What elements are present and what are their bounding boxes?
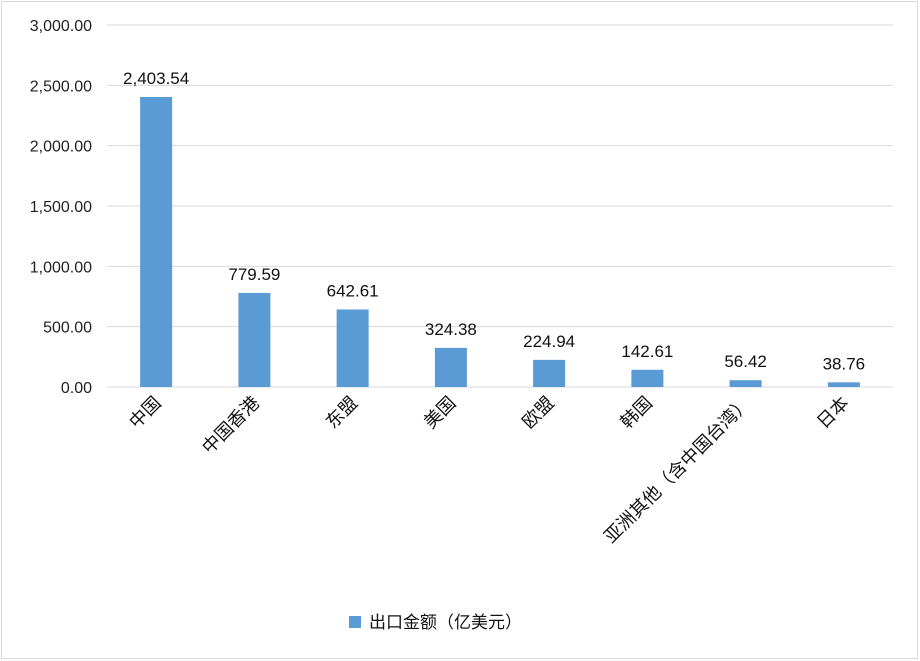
x-category-label: 中国香港 [198,393,264,459]
bars [140,96,860,387]
x-category-label: 东盟 [322,393,362,433]
bar [631,369,664,387]
bar [140,96,173,387]
y-tick-label: 2,500.00 [30,78,92,95]
y-tick-label: 0.00 [61,380,92,397]
bar [238,292,271,387]
data-labels: 2,403.54 779.59 642.61 324.38 224.94 142.61 56… [123,69,865,373]
data-label: 324.38 [425,320,477,339]
legend-swatch [349,616,361,628]
x-category-label: 韩国 [617,393,657,433]
y-tick-label: 3,000.00 [30,18,92,35]
data-label: 2,403.54 [123,69,189,88]
x-category-label: 欧盟 [518,393,558,433]
data-label: 142.61 [621,342,673,361]
y-tick-label: 1,500.00 [30,199,92,216]
y-axis-ticks: 0.00 500.00 1,000.00 1,500.00 2,000.00 2,500.… [30,18,92,397]
x-category-label: 中国 [125,393,165,433]
data-label: 642.61 [327,281,379,300]
gridlines [107,24,893,388]
legend: 出口金额（亿美元） [349,613,522,633]
legend-label: 出口金额（亿美元） [369,613,522,633]
bar [434,347,467,387]
data-label: 779.59 [228,265,280,284]
bar [533,359,566,387]
y-tick-label: 500.00 [43,320,92,337]
y-tick-label: 2,000.00 [30,139,92,156]
data-label: 224.94 [523,332,575,351]
data-label: 56.42 [724,352,767,371]
bar [729,380,762,387]
bar [336,309,369,387]
x-category-label: 日本 [813,393,853,433]
data-label: 38.76 [823,354,866,373]
y-tick-label: 1,000.00 [30,259,92,276]
bar [827,382,860,387]
x-category-label: 美国 [420,393,460,433]
